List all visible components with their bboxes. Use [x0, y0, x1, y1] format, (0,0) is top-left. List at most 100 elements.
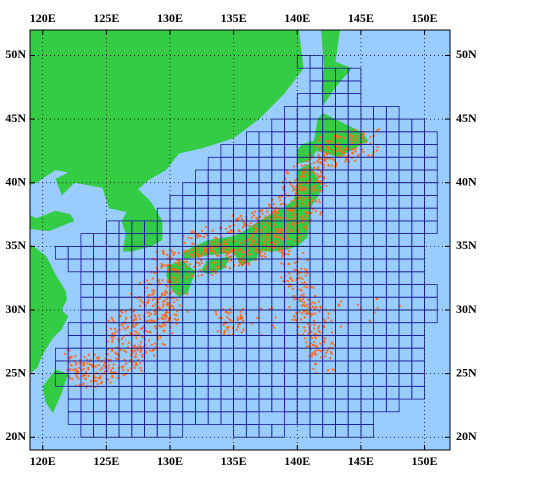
observation-point: [317, 198, 320, 201]
observation-point: [213, 244, 216, 247]
observation-point: [225, 326, 228, 329]
observation-point: [304, 225, 307, 227]
observation-point: [308, 326, 311, 329]
observation-point: [171, 251, 174, 254]
observation-point: [77, 377, 80, 380]
observation-point: [310, 186, 313, 189]
observation-point: [306, 259, 309, 262]
observation-point: [111, 333, 114, 336]
observation-point: [284, 274, 287, 277]
observation-point: [123, 349, 126, 352]
observation-point: [121, 322, 124, 325]
observation-point: [294, 318, 297, 321]
observation-point: [122, 368, 125, 371]
observation-point: [83, 374, 85, 376]
observation-point: [147, 320, 150, 323]
observation-point: [177, 318, 179, 321]
land-area: [30, 244, 69, 374]
observation-point: [320, 356, 323, 359]
observation-point: [297, 272, 300, 275]
observation-point: [281, 248, 284, 251]
observation-point: [301, 203, 304, 206]
observation-point: [144, 329, 147, 332]
observation-point: [351, 141, 354, 144]
observation-point: [300, 187, 303, 190]
observation-point: [343, 137, 346, 139]
observation-point: [287, 253, 290, 256]
observation-point: [292, 217, 295, 220]
observation-point: [276, 227, 279, 230]
observation-point: [264, 255, 267, 258]
observation-point: [170, 304, 173, 307]
observation-point: [140, 369, 143, 372]
observation-point: [293, 239, 296, 242]
observation-point: [304, 211, 307, 213]
observation-point: [278, 196, 280, 199]
observation-point: [261, 209, 264, 212]
observation-point: [250, 242, 253, 245]
observation-point: [264, 217, 267, 220]
observation-point: [250, 216, 253, 219]
observation-point: [310, 218, 312, 221]
observation-point: [301, 312, 304, 315]
observation-point: [211, 229, 214, 232]
observation-point: [135, 363, 138, 366]
observation-point: [316, 189, 319, 191]
observation-point: [95, 371, 98, 374]
observation-point: [83, 364, 86, 367]
observation-point: [295, 214, 298, 217]
observation-point: [335, 145, 338, 148]
observation-point: [87, 368, 90, 371]
observation-point: [147, 298, 150, 301]
observation-point: [292, 185, 294, 188]
observation-point: [272, 241, 275, 244]
observation-point: [78, 366, 81, 369]
observation-point: [350, 156, 353, 159]
observation-point: [310, 187, 313, 190]
observation-point: [78, 384, 81, 387]
observation-point: [322, 176, 325, 178]
observation-point: [324, 319, 327, 322]
observation-point: [303, 226, 306, 229]
observation-point: [305, 212, 308, 215]
observation-point: [190, 275, 193, 278]
observation-point: [141, 355, 144, 358]
observation-point: [114, 351, 117, 354]
observation-point: [157, 280, 160, 283]
observation-point: [216, 330, 219, 333]
observation-point: [214, 236, 217, 239]
observation-point: [133, 366, 136, 369]
observation-point: [226, 253, 229, 256]
observation-point: [214, 310, 217, 313]
observation-point: [345, 157, 348, 160]
observation-point: [254, 229, 257, 232]
observation-point: [144, 344, 147, 347]
observation-point: [310, 355, 313, 358]
observation-point: [290, 213, 293, 216]
observation-point: [274, 215, 277, 218]
observation-point: [284, 235, 287, 238]
observation-point: [256, 245, 259, 248]
observation-point: [333, 134, 336, 137]
observation-point: [243, 244, 246, 247]
observation-point: [197, 261, 200, 264]
observation-point: [256, 221, 259, 224]
observation-point: [333, 344, 336, 347]
observation-point: [129, 292, 132, 295]
observation-point: [313, 319, 315, 322]
observation-point: [243, 251, 246, 254]
observation-point: [317, 175, 320, 178]
observation-point: [300, 267, 303, 270]
observation-point: [142, 345, 145, 348]
observation-point: [373, 311, 376, 314]
observation-point: [306, 303, 309, 306]
observation-point: [302, 298, 305, 301]
observation-point: [278, 235, 281, 238]
observation-point: [307, 196, 310, 199]
observation-point: [248, 253, 251, 256]
observation-point: [154, 303, 157, 306]
observation-point: [325, 185, 328, 188]
observation-point: [362, 139, 365, 142]
observation-point: [330, 342, 333, 345]
observation-point: [304, 194, 307, 196]
